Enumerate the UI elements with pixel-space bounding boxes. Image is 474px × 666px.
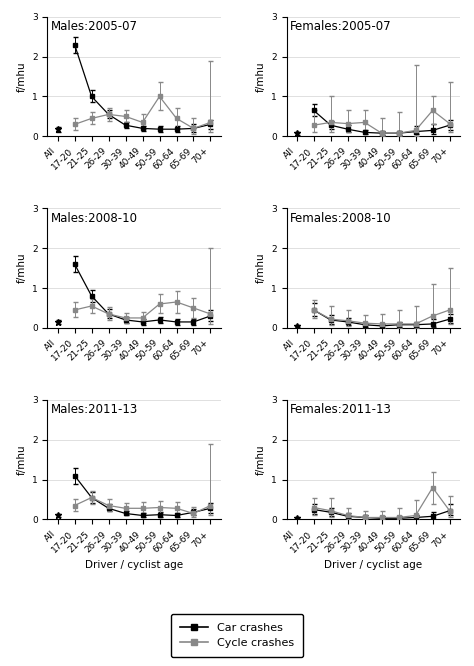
X-axis label: Driver / cyclist age: Driver / cyclist age — [324, 559, 422, 569]
Text: Females:2005-07: Females:2005-07 — [290, 20, 392, 33]
Legend: Car crashes, Cycle crashes: Car crashes, Cycle crashes — [171, 614, 303, 657]
Text: Males:2011-13: Males:2011-13 — [51, 404, 138, 416]
Y-axis label: f/mhu: f/mhu — [255, 253, 265, 283]
Text: Males:2008-10: Males:2008-10 — [51, 212, 138, 225]
Y-axis label: f/mhu: f/mhu — [17, 444, 27, 475]
Text: Males:2005-07: Males:2005-07 — [51, 20, 138, 33]
X-axis label: Driver / cyclist age: Driver / cyclist age — [85, 559, 183, 569]
Y-axis label: f/mhu: f/mhu — [17, 253, 27, 283]
Y-axis label: f/mhu: f/mhu — [17, 61, 27, 92]
Y-axis label: f/mhu: f/mhu — [255, 444, 265, 475]
Y-axis label: f/mhu: f/mhu — [255, 61, 265, 92]
Text: Females:2011-13: Females:2011-13 — [290, 404, 392, 416]
Text: Females:2008-10: Females:2008-10 — [290, 212, 392, 225]
